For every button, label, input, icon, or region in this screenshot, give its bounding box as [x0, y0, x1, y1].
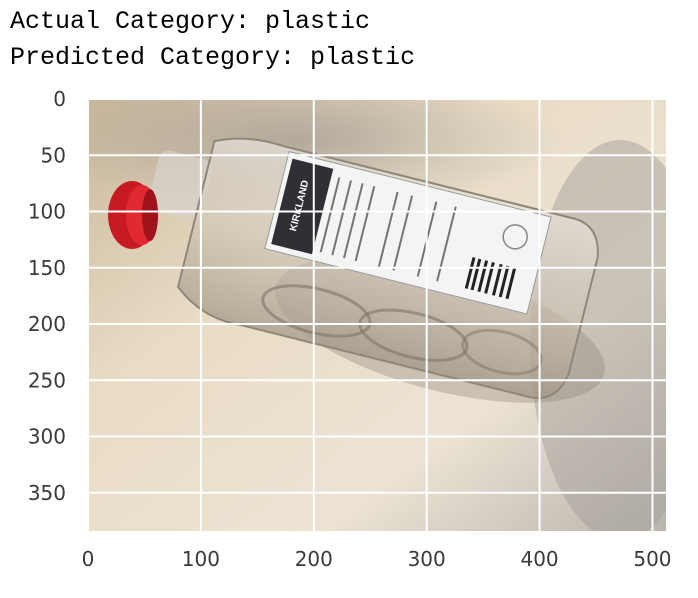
x-tick-label: 500 — [633, 547, 671, 571]
gridlines — [87, 98, 666, 531]
x-tick-label: 300 — [408, 547, 446, 571]
x-tick-label: 100 — [182, 547, 220, 571]
x-tick-label: 200 — [295, 547, 333, 571]
actual-category-text: Actual Category: plastic — [10, 7, 371, 36]
y-tick-label: 350 — [28, 481, 66, 505]
photo: KIRKLAND — [88, 99, 666, 531]
red-cap-icon — [108, 181, 158, 249]
y-tick-label: 100 — [28, 200, 66, 224]
x-tick-label: 0 — [82, 547, 95, 571]
x-axis: 0 100 200 300 400 500 — [82, 547, 672, 571]
x-tick-label: 400 — [520, 547, 558, 571]
y-tick-label: 150 — [28, 256, 66, 280]
y-tick-label: 200 — [28, 312, 66, 336]
y-axis: 0 50 100 150 200 250 300 350 — [28, 87, 66, 505]
y-tick-label: 0 — [53, 87, 66, 111]
predicted-category-text: Predicted Category: plastic — [10, 43, 416, 72]
y-tick-label: 50 — [41, 143, 66, 167]
y-tick-label: 300 — [28, 425, 66, 449]
y-tick-label: 250 — [28, 368, 66, 392]
